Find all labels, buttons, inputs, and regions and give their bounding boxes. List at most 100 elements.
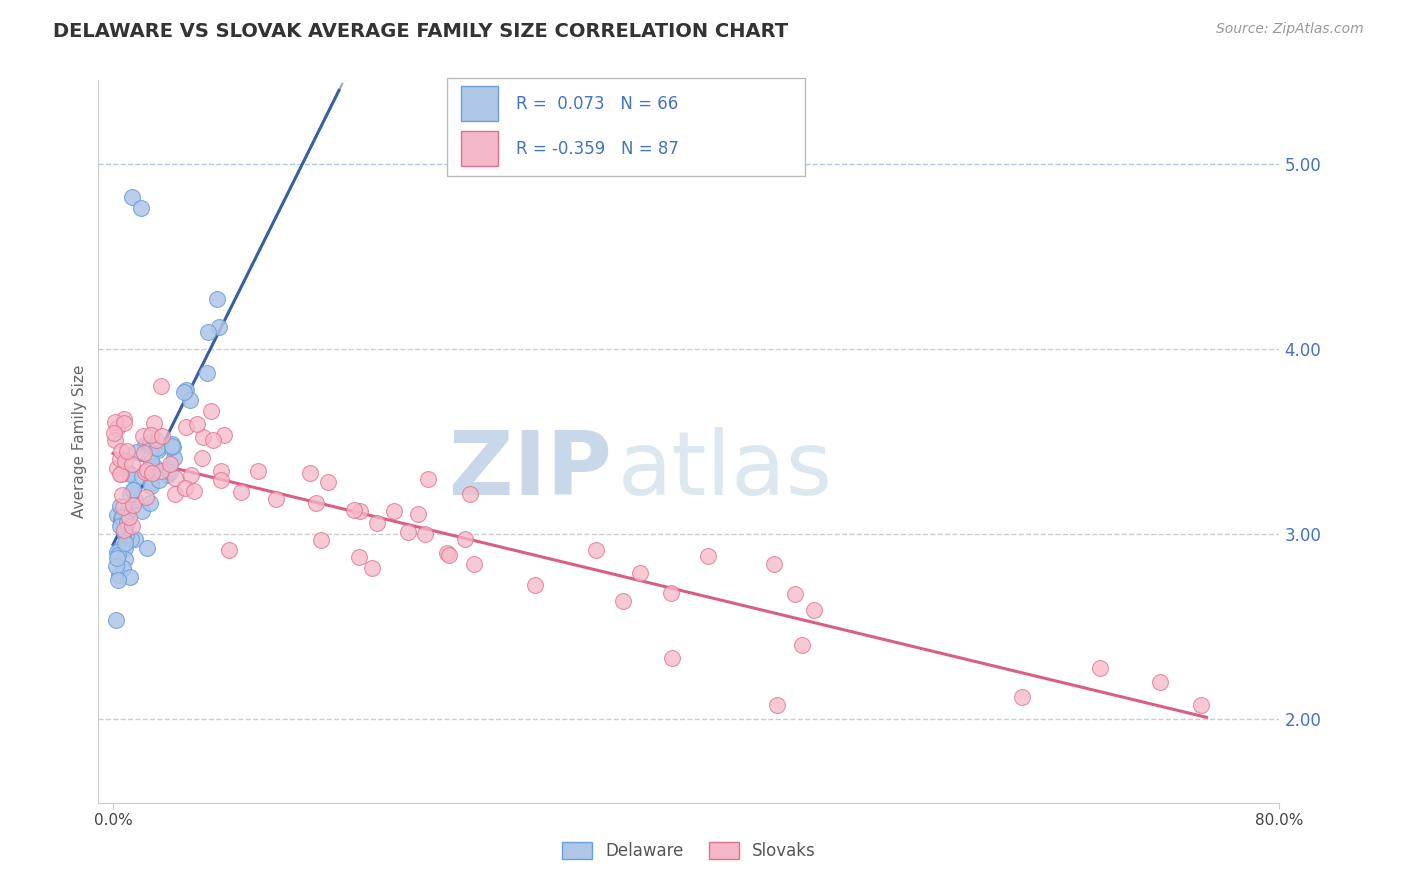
Point [200, 404, 222, 418]
Point [121, 457, 143, 471]
Point [349, 504, 371, 518]
Point [148, 443, 170, 458]
Point [110, 467, 132, 481]
Point [585, 542, 607, 557]
Point [765, 698, 787, 712]
Point [104, 415, 127, 429]
Point [111, 561, 134, 575]
Point [132, 429, 155, 443]
Point [114, 454, 136, 468]
Point [790, 638, 813, 652]
Point [121, 499, 143, 513]
Point [159, 465, 181, 479]
Point [139, 496, 162, 510]
Point [115, 508, 138, 523]
Point [145, 433, 167, 447]
Point [1189, 698, 1212, 712]
Point [661, 651, 683, 665]
Point [160, 437, 183, 451]
Point [105, 613, 128, 627]
Point [134, 465, 156, 479]
Point [413, 526, 436, 541]
Point [246, 464, 269, 478]
Point [122, 483, 145, 498]
Point [114, 552, 136, 566]
Point [139, 454, 162, 468]
Point [463, 557, 485, 571]
Point [114, 523, 136, 537]
Point [148, 473, 170, 487]
Point [112, 525, 135, 540]
Point [191, 430, 214, 444]
Point [174, 419, 197, 434]
Point [143, 417, 166, 431]
Point [149, 379, 172, 393]
Point [114, 541, 136, 556]
Point [110, 511, 132, 525]
Point [141, 478, 163, 492]
Point [131, 469, 153, 483]
Point [212, 428, 235, 442]
Point [163, 450, 186, 465]
Point [157, 461, 180, 475]
Point [121, 190, 143, 204]
Point [136, 541, 159, 555]
Point [110, 516, 132, 531]
Point [343, 502, 366, 516]
Point [195, 366, 218, 380]
Point [111, 508, 134, 523]
Text: R = -0.359   N = 87: R = -0.359 N = 87 [516, 140, 679, 158]
Point [115, 515, 138, 529]
Point [115, 443, 138, 458]
Point [105, 508, 128, 522]
Text: DELAWARE VS SLOVAK AVERAGE FAMILY SIZE CORRELATION CHART: DELAWARE VS SLOVAK AVERAGE FAMILY SIZE C… [53, 22, 789, 41]
Point [406, 507, 429, 521]
Point [190, 451, 212, 466]
Point [174, 481, 197, 495]
Point [110, 444, 132, 458]
Point [139, 427, 162, 442]
Point [134, 438, 156, 452]
Point [418, 472, 440, 486]
Point [131, 503, 153, 517]
Point [107, 549, 129, 563]
Point [117, 508, 139, 522]
Point [129, 201, 152, 215]
Point [124, 532, 146, 546]
Text: R =  0.073   N = 66: R = 0.073 N = 66 [516, 95, 678, 112]
Point [115, 528, 138, 542]
Point [360, 561, 382, 575]
Point [108, 568, 131, 582]
Point [453, 532, 475, 546]
Point [120, 467, 142, 481]
Point [209, 473, 232, 487]
Text: atlas: atlas [619, 427, 834, 514]
Point [264, 491, 287, 506]
Point [803, 603, 825, 617]
Point [160, 440, 183, 454]
Point [112, 417, 135, 431]
Point [661, 586, 683, 600]
Point [347, 549, 370, 564]
Point [124, 445, 146, 459]
Point [437, 548, 460, 562]
Point [111, 509, 134, 524]
Point [112, 500, 135, 514]
Point [118, 509, 141, 524]
Point [309, 533, 332, 548]
Point [121, 483, 143, 498]
Point [139, 435, 162, 450]
Point [366, 516, 388, 530]
Text: ZIP: ZIP [450, 427, 612, 514]
Point [110, 451, 132, 466]
Point [179, 393, 201, 408]
FancyBboxPatch shape [447, 78, 804, 177]
Point [114, 522, 136, 536]
Point [165, 487, 187, 501]
Point [1011, 690, 1033, 705]
Point [155, 468, 177, 483]
Bar [461, 87, 498, 121]
Point [107, 573, 129, 587]
Point [201, 433, 224, 447]
Point [436, 546, 458, 560]
